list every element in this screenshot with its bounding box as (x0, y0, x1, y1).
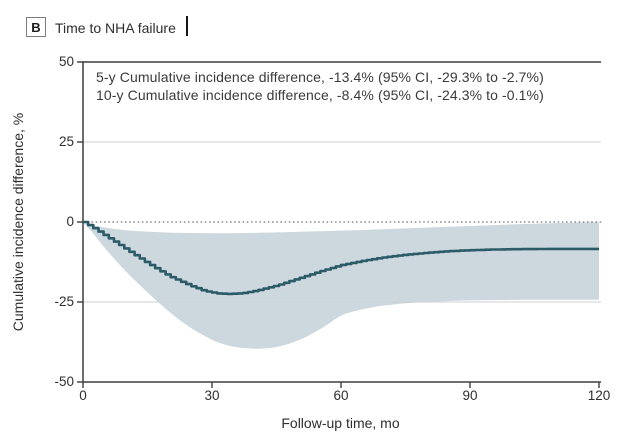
confidence-band (83, 222, 599, 349)
panel-title: Time to NHA failure (55, 20, 176, 36)
y-tick-label-25: 25 (58, 134, 74, 149)
x-axis-label: Follow-up time, mo (281, 415, 400, 431)
y-tick-label-0: 0 (66, 214, 74, 229)
incidence-difference-line (83, 220, 599, 296)
y-tick-label-neg50: -50 (54, 374, 74, 389)
x-tick-label-90: 90 (462, 388, 478, 403)
annotation-10y: 10-y Cumulative incidence difference, -8… (96, 87, 544, 103)
y-tick-label-50: 50 (58, 54, 74, 69)
x-tick-label-120: 120 (587, 388, 611, 403)
x-tick-label-30: 30 (204, 388, 220, 403)
x-tick-label-0: 0 (79, 388, 87, 403)
panel-label-badge: B (26, 17, 46, 37)
text-caret (186, 16, 188, 36)
annotation-5y: 5-y Cumulative incidence difference, -13… (96, 69, 544, 85)
y-tick-label-neg25: -25 (54, 294, 74, 309)
x-tick-label-60: 60 (333, 388, 349, 403)
y-axis-label: Cumulative incidence difference, % (10, 112, 26, 332)
